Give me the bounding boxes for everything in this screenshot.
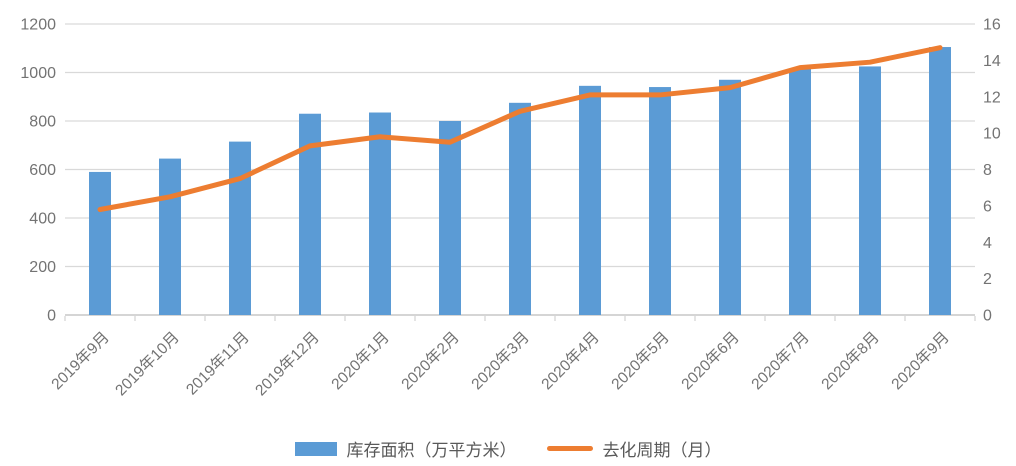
x-tick-label: 2020年9月 <box>888 328 953 393</box>
bar <box>229 141 251 315</box>
bar <box>299 113 321 315</box>
x-tick-label: 2019年11月 <box>182 328 252 398</box>
chart-legend: 库存面积（万平方米） 去化周期（月） <box>0 436 1016 461</box>
y-right-tick-label: 16 <box>983 17 1001 34</box>
bar <box>789 68 811 315</box>
y-right-tick-label: 2 <box>983 271 992 288</box>
bar <box>89 171 111 315</box>
x-tick-label: 2019年9月 <box>48 328 113 393</box>
legend-item-destocking-cycle: 去化周期（月） <box>546 436 722 461</box>
x-tick-label: 2019年12月 <box>252 328 323 399</box>
y-left-tick-label: 800 <box>29 114 56 131</box>
x-tick-label: 2020年4月 <box>538 328 603 393</box>
y-left-tick-label: 1200 <box>20 17 56 34</box>
x-tick-label: 2020年5月 <box>608 328 673 393</box>
y-right-tick-label: 12 <box>983 89 1001 106</box>
y-left-tick-label: 200 <box>29 259 56 276</box>
legend-label-inventory-area: 库存面积（万平方米） <box>346 441 517 460</box>
y-left-tick-label: 400 <box>29 211 56 228</box>
bar <box>649 87 671 315</box>
legend-bar-swatch-icon <box>294 441 337 456</box>
bar <box>369 112 391 315</box>
x-tick-label: 2020年2月 <box>398 328 463 393</box>
x-tick-label: 2020年1月 <box>328 328 393 393</box>
y-right-tick-label: 10 <box>983 126 1001 143</box>
bar <box>859 66 881 315</box>
x-tick-label: 2020年6月 <box>678 328 743 393</box>
bar <box>509 102 531 315</box>
legend-line-swatch-icon <box>546 446 593 451</box>
bar <box>159 158 181 315</box>
y-left-tick-label: 0 <box>47 308 56 325</box>
x-tick-label: 2020年8月 <box>818 328 883 393</box>
legend-item-inventory-area: 库存面积（万平方米） <box>294 436 517 461</box>
bar <box>929 47 951 315</box>
line-series <box>97 45 943 213</box>
chart-svg: 0 200 400 600 800 1000 1200 0 2 4 6 8 10 12 14 16 2019年9… <box>20 17 1001 400</box>
y-right-tick-label: 14 <box>983 53 1001 70</box>
y-left-tick-label: 600 <box>29 162 56 179</box>
bar <box>439 121 461 315</box>
bar <box>719 79 741 316</box>
y-right-tick-label: 6 <box>983 198 992 215</box>
y-right-tick-label: 0 <box>983 308 992 325</box>
x-tick-label: 2020年7月 <box>748 328 813 393</box>
y-right-tick-label: 4 <box>983 235 992 252</box>
legend-label-destocking-cycle: 去化周期（月） <box>602 441 722 460</box>
x-tick-label: 2020年3月 <box>468 328 533 393</box>
bar <box>579 85 601 316</box>
x-tick-label: 2019年10月 <box>112 328 183 399</box>
y-left-tick-label: 1000 <box>20 65 56 82</box>
y-right-tick-label: 8 <box>983 162 992 179</box>
